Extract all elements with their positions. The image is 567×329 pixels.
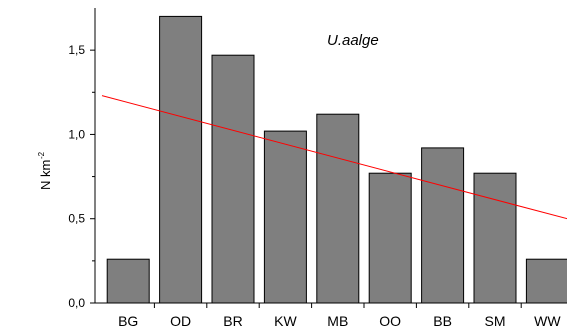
x-tick-label-kw: KW: [274, 313, 297, 329]
y-tick-label: 0,5: [68, 212, 85, 226]
bar-od: [159, 15, 203, 304]
y-axis-label: N km -2: [37, 151, 53, 190]
x-tick-label-od: OD: [170, 313, 191, 329]
x-tick-label-br: BR: [223, 313, 242, 329]
x-tick-label-sm: SM: [485, 313, 506, 329]
bar-br: [211, 54, 255, 304]
bar-bb: [421, 147, 465, 304]
x-tick-label-bg: BG: [118, 313, 138, 329]
y-tick-label: 0,0: [68, 296, 85, 310]
labels-layer: 0,0 0,5 1,0 1,5 BG OD BR KW MB OO BB SM WW: [68, 43, 561, 329]
y-axis-label-superscript: -2: [37, 151, 46, 159]
x-tick-label-ww: WW: [534, 313, 561, 329]
bar-mb: [316, 113, 360, 304]
y-axis-label-text: N km: [38, 160, 53, 190]
trend-line: [101, 95, 567, 220]
bar-oo: [368, 172, 412, 304]
trend-layer: [101, 95, 567, 220]
y-tick-label: 1,5: [68, 43, 85, 57]
bar-sm: [473, 172, 517, 304]
species-annotation: U.aalge: [327, 32, 379, 49]
x-tick-label-oo: OO: [379, 313, 401, 329]
y-tick-label: 1,0: [68, 127, 85, 141]
bar-bg: [106, 258, 150, 304]
x-tick-label-mb: MB: [327, 313, 348, 329]
bars-layer: [106, 15, 567, 304]
bar-ww: [525, 258, 567, 304]
bar-kw: [263, 130, 307, 304]
x-tick-label-bb: BB: [433, 313, 452, 329]
axes-layer: [90, 8, 567, 308]
